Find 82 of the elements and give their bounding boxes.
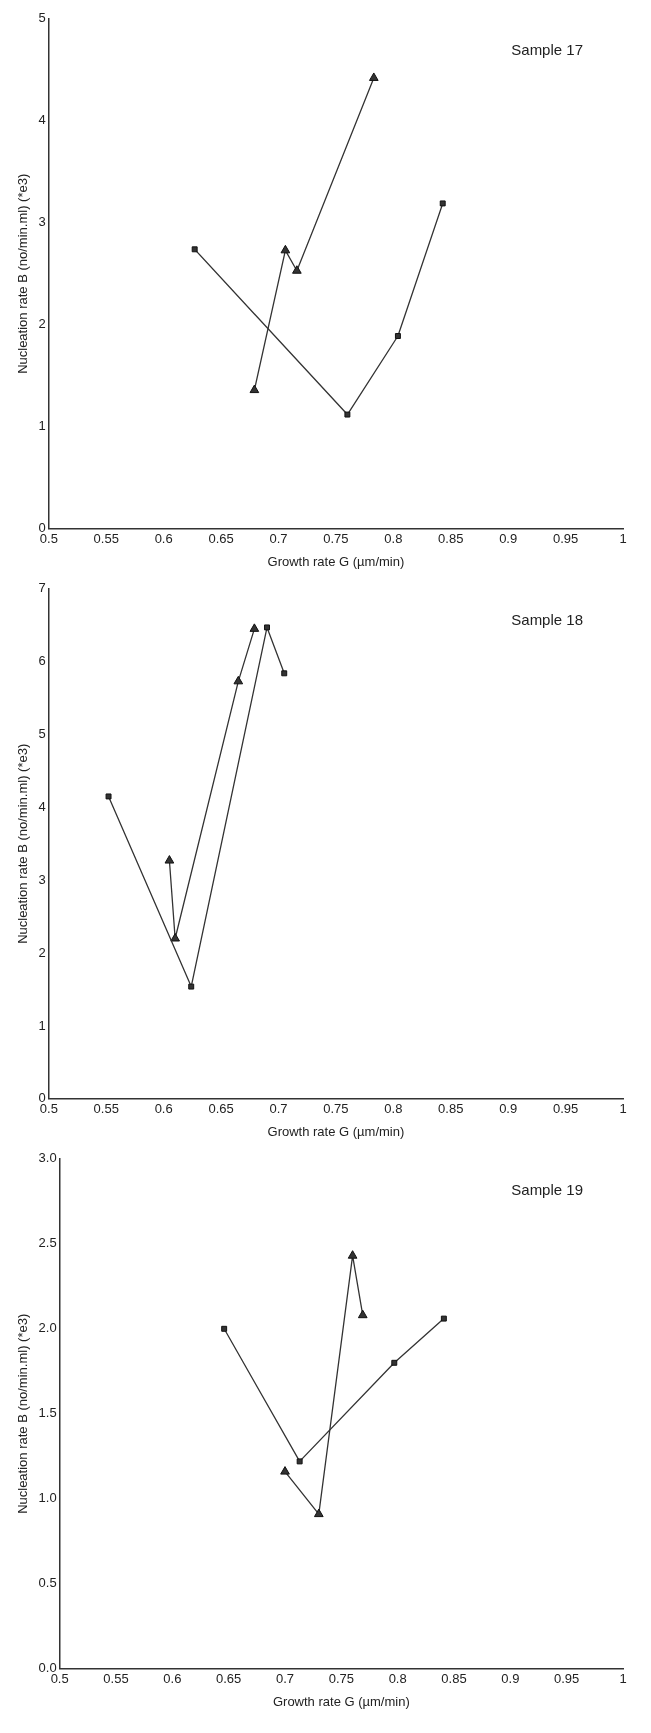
x-tick-label: 0.75 — [328, 1671, 354, 1687]
point — [292, 265, 302, 274]
point — [357, 1309, 368, 1319]
text: Sample 17 — [511, 41, 583, 59]
x-tick-label: 0.95 — [552, 1101, 579, 1117]
y-tick-label: 1.5 — [38, 1405, 57, 1421]
x-tick-label: 0.6 — [163, 1671, 182, 1687]
x-axis-title: Growth rate G (µm/min) — [272, 1693, 410, 1709]
y-tick-label: 6 — [38, 653, 46, 669]
point — [439, 200, 446, 207]
point — [233, 675, 244, 685]
y-tick-label: 7 — [38, 580, 46, 596]
x-tick-label: 0.7 — [269, 531, 288, 547]
x-axis-title: Growth rate G (µm/min) — [267, 1123, 405, 1139]
y-tick-label: 2 — [38, 944, 46, 960]
point — [164, 855, 175, 864]
y-tick-label: 5 — [38, 10, 46, 26]
y-tick-label: 2 — [38, 316, 46, 332]
point — [264, 624, 270, 631]
y-tick-label: 4 — [38, 112, 46, 128]
x-tick-label: 0.65 — [208, 1101, 234, 1117]
x-tick-label: 0.6 — [154, 1101, 173, 1117]
x-tick-label: 0.95 — [552, 531, 579, 547]
point — [221, 1325, 228, 1332]
x-tick-label: 0.8 — [384, 531, 403, 547]
point — [280, 1466, 290, 1475]
text: Sample 19 — [511, 1181, 583, 1199]
y-tick-label: 1 — [38, 1017, 46, 1033]
x-tick-label: 0.6 — [154, 531, 173, 547]
y-tick-label: 2.5 — [38, 1235, 57, 1251]
text: Sample 18 — [511, 611, 583, 629]
x-tick-label: 0.9 — [501, 1671, 520, 1687]
point — [391, 1359, 398, 1366]
y-tick-label: 3 — [38, 214, 46, 230]
x-tick-label: 1 — [619, 531, 627, 547]
x-tick-label: 0.5 — [50, 1671, 69, 1687]
point — [368, 72, 379, 81]
x-tick-label: 0.85 — [441, 1671, 467, 1687]
y-tick-label: 3.0 — [38, 1150, 57, 1166]
x-tick-label: 0.55 — [93, 1101, 119, 1117]
x-tick-label: 0.9 — [499, 531, 518, 547]
x-tick-label: 0.8 — [384, 1101, 403, 1117]
y-axis-title: Nucleation rate B (no/min.ml) (*e3) — [15, 743, 31, 944]
y-axis-title: Nucleation rate B (no/min.ml) (*e3) — [15, 1313, 31, 1514]
point — [296, 1458, 303, 1465]
point — [344, 411, 351, 418]
y-tick-label: 2.0 — [38, 1320, 57, 1336]
y-tick-label: 1.0 — [38, 1490, 57, 1506]
point — [281, 670, 288, 677]
point — [347, 1250, 358, 1259]
x-tick-label: 0.55 — [103, 1671, 129, 1687]
x-tick-label: 0.75 — [323, 1101, 349, 1117]
x-tick-label: 0.85 — [438, 531, 464, 547]
y-tick-label: 4 — [38, 798, 46, 814]
x-axis-title: Growth rate G (µm/min) — [267, 553, 405, 569]
point — [440, 1315, 447, 1322]
point — [249, 623, 260, 632]
x-tick-label: 0.95 — [554, 1671, 580, 1687]
x-tick-label: 0.55 — [93, 531, 119, 547]
y-axis-title: Nucleation rate B (no/min.ml) (*e3) — [15, 173, 31, 374]
point — [188, 983, 195, 990]
x-tick-label: 0.65 — [208, 531, 234, 547]
x-tick-label: 0.75 — [323, 531, 349, 547]
point — [105, 793, 112, 800]
y-tick-label: 3 — [38, 871, 46, 887]
point — [170, 933, 180, 942]
x-tick-label: 0.9 — [499, 1101, 518, 1117]
x-tick-label: 1 — [619, 1671, 627, 1687]
x-tick-label: 0.7 — [275, 1671, 295, 1687]
point — [313, 1508, 324, 1518]
x-tick-label: 0.8 — [388, 1671, 407, 1687]
point — [280, 244, 291, 254]
point — [191, 246, 198, 253]
point — [249, 384, 260, 394]
x-tick-label: 0.65 — [216, 1671, 242, 1687]
y-tick-label: 5 — [38, 726, 46, 742]
point — [394, 333, 401, 339]
x-tick-label: 1 — [619, 1101, 627, 1117]
y-tick-label: 0.5 — [38, 1575, 57, 1591]
y-tick-label: 1 — [38, 418, 46, 434]
x-tick-label: 0.7 — [269, 1101, 288, 1117]
x-tick-label: 0.85 — [438, 1101, 464, 1117]
